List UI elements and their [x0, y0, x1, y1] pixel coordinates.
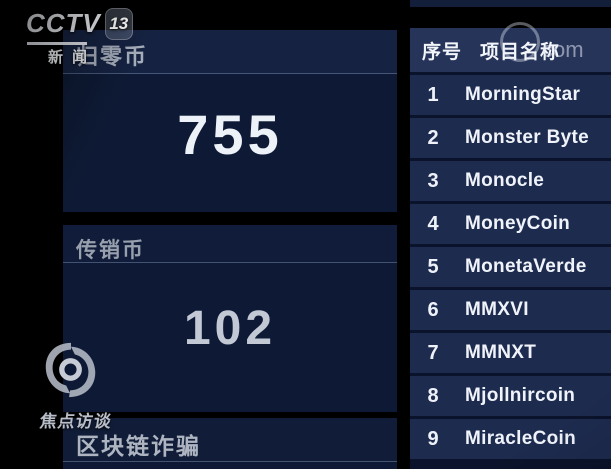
- project-name: Monocle: [465, 170, 545, 191]
- jiaodianfangtan-logo: 焦点访谈: [38, 340, 130, 432]
- table-row: 7 MMNXT: [410, 333, 611, 373]
- table-row: 9 MiracleCoin: [410, 419, 611, 459]
- project-name: MMXVI: [465, 299, 529, 320]
- row-index: 4: [427, 212, 439, 235]
- project-name: MoneyCoin: [465, 213, 571, 234]
- program-emblem-icon: [45, 342, 96, 398]
- cctv-brand-text: CCTV: [26, 8, 101, 38]
- row-index: 7: [427, 341, 439, 364]
- project-table: 序号 项目名称 1 MorningStar 2 Monster Byte 3 M…: [410, 28, 611, 469]
- table-row: 2 Monster Byte: [410, 118, 611, 158]
- project-name: MiracleCoin: [465, 428, 576, 449]
- project-name: Mjollnircoin: [465, 385, 576, 406]
- stat-value: 755: [177, 103, 283, 166]
- table-header-row: 序号 项目名称: [410, 28, 611, 72]
- channel-subtitle: 新闻: [48, 48, 97, 66]
- project-name: MonetaVerde: [465, 256, 587, 277]
- column-header-name: 项目名称: [480, 41, 561, 63]
- cctv13-logo: CCTV 13 新闻: [26, 8, 133, 67]
- row-index: 2: [427, 126, 439, 149]
- cctv-logo-underline: [27, 42, 87, 45]
- row-index: 3: [427, 169, 439, 192]
- table-row: 8 Mjollnircoin: [410, 376, 611, 416]
- row-index: 8: [427, 384, 439, 407]
- program-name-text: 焦点访谈: [38, 412, 114, 431]
- table-row: 4 MoneyCoin: [410, 204, 611, 244]
- project-name: MMNXT: [465, 342, 537, 363]
- row-index: 6: [427, 298, 439, 321]
- project-name: MorningStar: [465, 84, 581, 105]
- row-index: 9: [427, 427, 439, 450]
- stat-value: [63, 462, 397, 468]
- project-name: Monster Byte: [465, 127, 589, 148]
- table-row: 6 MMXVI: [410, 290, 611, 330]
- table-row: 1 MorningStar: [410, 75, 611, 115]
- table-row: 3 Monocle: [410, 161, 611, 201]
- table-top-sliver: [410, 0, 611, 7]
- table-row: 5 MonetaVerde: [410, 247, 611, 287]
- row-index: 1: [427, 83, 439, 106]
- column-header-index: 序号: [422, 41, 463, 63]
- channel-13-badge: 13: [104, 8, 133, 40]
- row-index: 5: [427, 255, 439, 278]
